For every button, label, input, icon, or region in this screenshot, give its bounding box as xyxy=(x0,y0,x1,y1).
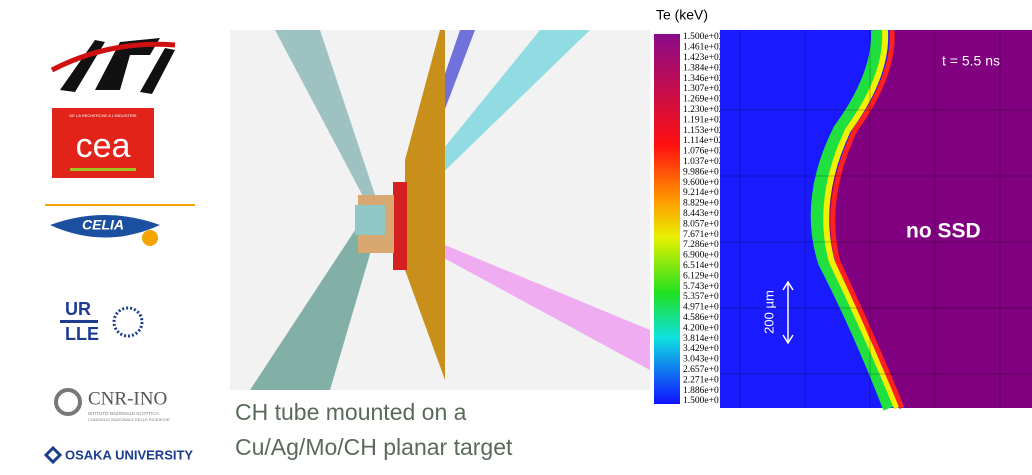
cnr-text: CNR-INO xyxy=(88,388,167,409)
colorbar-label: 7.286e+01 xyxy=(683,240,724,250)
cea-logo: DE LA RECHERCHE À L'INDUSTRIE cea xyxy=(52,108,154,178)
target-render xyxy=(230,30,650,390)
colorbar-label: 2.657e+01 xyxy=(683,365,724,375)
colorbar-label: 4.586e+01 xyxy=(683,313,724,323)
cnr-line1: ISTITUTO NAZIONALE DI OTTICA xyxy=(88,411,159,416)
osaka-logo: OSAKA UNIVERSITY xyxy=(43,445,193,465)
colorbar-label: 6.129e+01 xyxy=(683,271,724,281)
colorbar-label: 8.443e+01 xyxy=(683,209,724,219)
ssd-label: no SSD xyxy=(906,220,981,243)
colorbar-label: 3.814e+01 xyxy=(683,334,724,344)
caption-line2: Cu/Ag/Mo/CH planar target xyxy=(235,434,513,460)
celia-logo: CELIA xyxy=(45,204,195,246)
colorbar-label: 1.076e+02 xyxy=(683,147,724,157)
colorbar-label: 8.829e+01 xyxy=(683,199,724,209)
colorbar-label: 3.429e+01 xyxy=(683,344,724,354)
colorbar-label: 1.153e+02 xyxy=(683,126,724,136)
lul-logo xyxy=(50,38,176,94)
colorbar-label: 1.500e+02 xyxy=(683,32,724,42)
colorbar-label: 7.671e+01 xyxy=(683,230,724,240)
colorbar-label: 4.200e+01 xyxy=(683,323,724,333)
colorbar-label: 3.043e+01 xyxy=(683,355,724,365)
colorbar-label: 1.500e+01 xyxy=(683,396,724,406)
celia-text: CELIA xyxy=(82,217,124,233)
colorbar-label: 6.900e+01 xyxy=(683,251,724,261)
lle-top: UR xyxy=(65,299,91,319)
colorbar-label: 1.461e+02 xyxy=(683,43,724,53)
cea-tagline: DE LA RECHERCHE À L'INDUSTRIE xyxy=(69,113,137,118)
caption-line1: CH tube mounted on a xyxy=(235,399,467,425)
simulation-image: t = 5.5 ns no SSD 200 µm xyxy=(720,29,1032,411)
osaka-text: OSAKA UNIVERSITY xyxy=(65,447,193,462)
colorbar-label: 8.057e+01 xyxy=(683,219,724,229)
colorbar-label: 9.600e+01 xyxy=(683,178,724,188)
colorbar-label: 1.423e+02 xyxy=(683,53,724,63)
colorbar-label: 1.114e+02 xyxy=(683,136,723,146)
colorbar-label: 9.986e+01 xyxy=(683,167,724,177)
colorbar-label: 1.191e+02 xyxy=(683,115,724,125)
cea-text: cea xyxy=(76,127,131,165)
colorbar-label: 2.271e+01 xyxy=(683,375,724,385)
colorbar-title: Te (keV) xyxy=(656,7,708,23)
lle-bottom: LLE xyxy=(65,324,99,344)
time-label: t = 5.5 ns xyxy=(942,53,1000,69)
scale-label: 200 µm xyxy=(761,290,776,334)
colorbar-label: 5.357e+01 xyxy=(683,292,724,302)
lle-logo: UR LLE xyxy=(60,299,144,344)
cnr-line2: CONSIGLIO NAZIONALE DELLE RICERCHE xyxy=(88,417,170,422)
colorbar-label: 1.230e+02 xyxy=(683,105,724,115)
colorbar-label: 1.384e+02 xyxy=(683,63,724,73)
colorbar-label: 4.971e+01 xyxy=(683,303,724,313)
colorbar-label: 1.269e+02 xyxy=(683,95,724,105)
colorbar-label: 5.743e+01 xyxy=(683,282,724,292)
colorbar xyxy=(654,34,680,404)
cnr-logo: CNR-INO ISTITUTO NAZIONALE DI OTTICA CON… xyxy=(54,388,170,422)
colorbar-label: 1.886e+01 xyxy=(683,386,724,396)
colorbar-label: 1.346e+02 xyxy=(683,74,724,84)
colorbar-label: 1.037e+02 xyxy=(683,157,724,167)
colorbar-label: 1.307e+02 xyxy=(683,84,724,94)
colorbar-label: 9.214e+01 xyxy=(683,188,724,198)
colorbar-labels: 1.500e+021.461e+021.423e+021.384e+021.34… xyxy=(683,32,724,406)
colorbar-label: 6.514e+01 xyxy=(683,261,724,271)
